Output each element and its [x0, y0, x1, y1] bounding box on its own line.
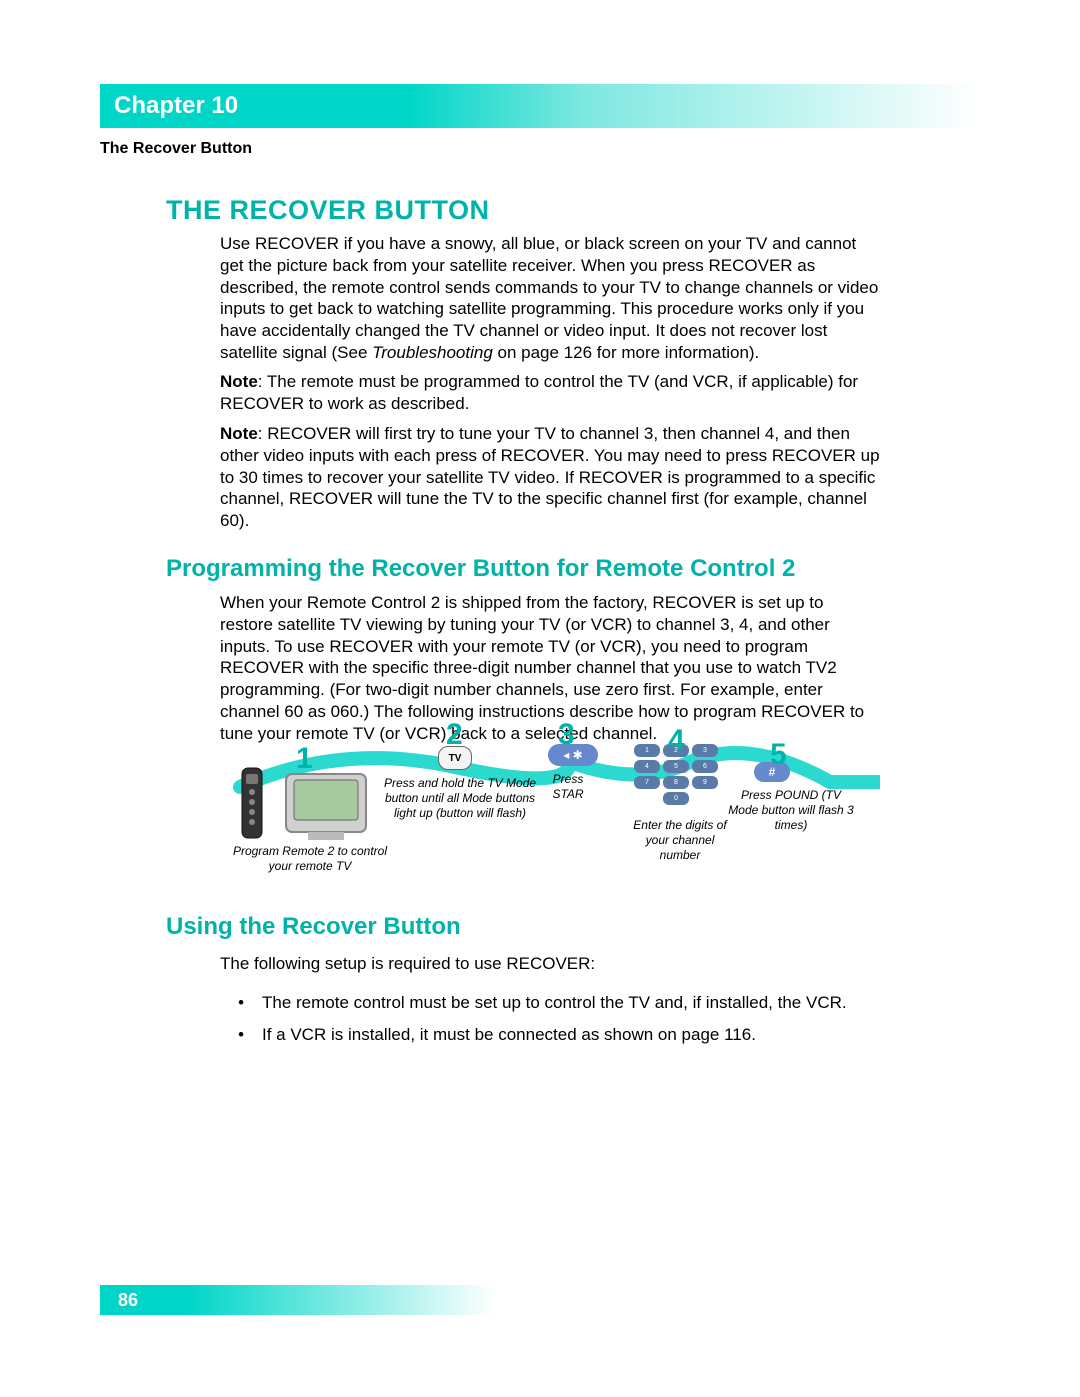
running-header: The Recover Button [100, 140, 252, 158]
note-paragraph-2: Note: RECOVER will first try to tune you… [220, 423, 880, 532]
key-7: 7 [634, 776, 660, 789]
page-number-banner: 86 [100, 1285, 980, 1315]
chapter-label: Chapter 10 [114, 92, 238, 120]
step-number: 1 [296, 742, 313, 776]
note2-label: Note [220, 424, 258, 443]
programming-steps-diagram: TV ◂ ✱ 1 2 3 4 5 6 7 8 9 0 # 1Program Re… [220, 724, 880, 894]
key-4: 4 [634, 760, 660, 773]
key-5: 5 [663, 760, 689, 773]
using-intro: The following setup is required to use R… [220, 953, 880, 975]
step-caption: Enter the digits of your channel number [624, 818, 736, 863]
page-title: THE RECOVER BUTTON [166, 195, 490, 226]
list-item: If a VCR is installed, it must be connec… [238, 1022, 878, 1048]
key-6: 6 [692, 760, 718, 773]
section-heading-programming: Programming the Recover Button for Remot… [166, 555, 795, 583]
note-paragraph-1: Note: The remote must be programmed to c… [220, 371, 880, 415]
list-item: The remote control must be set up to con… [238, 990, 878, 1016]
step-caption: Press POUND (TV Mode button will flash 3… [726, 788, 856, 833]
step-caption: Program Remote 2 to control your remote … [232, 844, 388, 874]
step-number: 4 [668, 724, 685, 758]
section-heading-using: Using the Recover Button [166, 913, 461, 941]
key-3: 3 [692, 744, 718, 757]
key-9: 9 [692, 776, 718, 789]
key-0: 0 [663, 792, 689, 805]
step-number: 5 [770, 738, 787, 772]
p1-b: on page 126 for more information). [493, 343, 759, 362]
step-number: 3 [558, 718, 575, 752]
step-caption: Press STAR [538, 772, 598, 802]
note1-text: : The remote must be programmed to contr… [220, 372, 858, 413]
key-8: 8 [663, 776, 689, 789]
requirements-list: The remote control must be set up to con… [238, 990, 878, 1053]
step-number: 2 [446, 718, 463, 752]
step-caption: Press and hold the TV Mode button until … [380, 776, 540, 821]
note2-text: : RECOVER will first try to tune your TV… [220, 424, 880, 530]
key-1: 1 [634, 744, 660, 757]
page-number: 86 [118, 1290, 138, 1311]
p1-italic: Troubleshooting [372, 343, 493, 362]
remote-and-tv-icon [236, 764, 376, 844]
note1-label: Note [220, 372, 258, 391]
programming-paragraph: When your Remote Control 2 is shipped fr… [220, 592, 880, 744]
chapter-banner: Chapter 10 [100, 84, 980, 128]
intro-paragraph: Use RECOVER if you have a snowy, all blu… [220, 233, 880, 364]
